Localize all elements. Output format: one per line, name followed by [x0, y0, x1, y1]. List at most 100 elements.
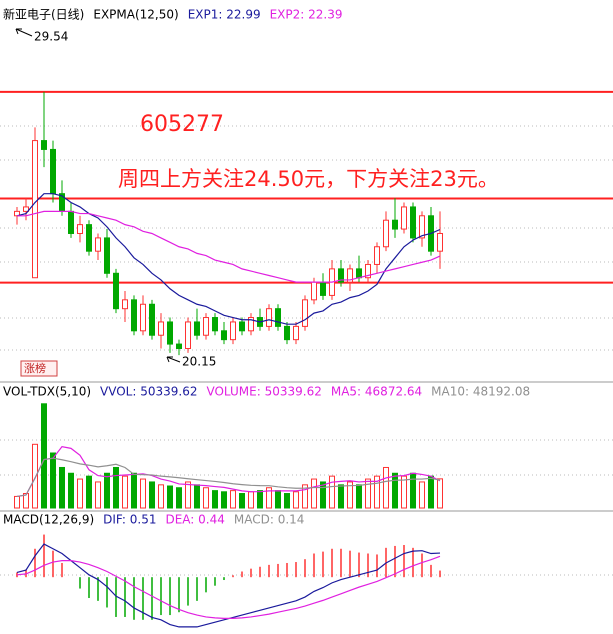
volume-bar	[392, 472, 398, 509]
volume-bar	[311, 478, 317, 509]
candle-body	[95, 237, 101, 252]
volume-bar	[86, 475, 92, 509]
candle-body	[338, 268, 344, 283]
candle-body	[131, 299, 137, 332]
candle-body	[311, 281, 317, 301]
series-line	[17, 210, 441, 283]
candle-body	[212, 317, 218, 332]
volume-bar	[77, 478, 83, 509]
candle-body	[86, 224, 92, 252]
high-label: 29.54	[34, 30, 68, 44]
volume-bar	[284, 493, 290, 509]
candle-body	[383, 219, 389, 248]
legend-entry: VOL-TDX(5,10)	[3, 385, 91, 399]
legend-entry: VOLUME: 50339.62	[206, 385, 321, 399]
legend-entry: MA10: 48192.08	[431, 385, 530, 399]
note: 周四上方关注24.50元，下方关注23元。	[118, 167, 499, 191]
volume-bar	[347, 481, 353, 509]
volume-bar	[338, 484, 344, 509]
candle-body	[122, 299, 128, 310]
volume-bar	[437, 478, 443, 509]
legend-entry: EXPMA(12,50)	[93, 8, 178, 22]
volume-bar	[428, 475, 434, 509]
candle-body	[221, 330, 227, 341]
legend-entry: DEA: 0.44	[165, 513, 224, 527]
volume-bar	[185, 481, 191, 509]
candle-body	[149, 303, 155, 336]
candle-body	[41, 140, 47, 150]
volume-bar	[302, 484, 308, 509]
volume-bar	[122, 475, 128, 509]
series-line	[16, 555, 441, 619]
legend-entry: EXP1: 22.99	[188, 8, 261, 22]
series-line	[16, 193, 441, 325]
arrow	[166, 356, 181, 363]
candle-body	[194, 321, 200, 336]
candle-body	[23, 206, 29, 212]
legend-entry: MACD(12,26,9)	[3, 513, 94, 527]
volume-bar	[383, 466, 389, 509]
volume-bar	[329, 475, 335, 509]
volume-bar	[95, 481, 101, 509]
arrow-head	[166, 356, 173, 363]
volume-bar	[257, 490, 263, 509]
volume-bar	[14, 495, 20, 509]
candle-body	[50, 148, 56, 195]
volume-bar	[320, 481, 326, 509]
candle-body	[140, 303, 146, 332]
legend-entry: DIF: 0.51	[103, 513, 156, 527]
candle-body	[230, 321, 236, 341]
candle-body	[239, 321, 245, 332]
legend-entry: VVOL: 50339.62	[100, 385, 197, 399]
candle-body	[176, 343, 182, 349]
volume-bar	[275, 490, 281, 509]
volume-bar	[68, 472, 74, 509]
volume-bar	[149, 481, 155, 509]
legend-entry: MA5: 46872.64	[331, 385, 422, 399]
candle-body	[158, 321, 164, 336]
candle-body	[266, 308, 272, 327]
candle-body	[347, 268, 353, 283]
candle-body	[410, 206, 416, 239]
volume-bar	[140, 478, 146, 509]
legend-entry: MACD: 0.14	[234, 513, 305, 527]
volume-bar	[41, 403, 47, 509]
stock-code: 605277	[140, 112, 224, 137]
volume-bar	[32, 443, 38, 509]
candle-body	[419, 215, 425, 239]
candle-body	[77, 224, 83, 234]
candle-body	[392, 219, 398, 230]
candle-body	[185, 321, 191, 349]
candle-body	[104, 237, 110, 274]
candle-body	[437, 232, 443, 252]
volume-bar	[59, 466, 65, 509]
candle-body	[401, 206, 407, 230]
candle-body	[275, 308, 281, 327]
candle-body	[167, 321, 173, 345]
legend-entry: EXP2: 22.39	[270, 8, 343, 22]
volume-bar	[176, 487, 182, 509]
volume-bar	[131, 472, 137, 509]
tag: 涨榜	[24, 361, 46, 375]
volume-bar	[104, 472, 110, 509]
volume-bar	[374, 475, 380, 509]
candle-body	[320, 281, 326, 296]
candle-body	[32, 140, 38, 279]
low-label: 20.15	[182, 355, 216, 369]
volume-bar	[113, 466, 119, 509]
volume-bar	[356, 484, 362, 509]
volume-bar	[365, 478, 371, 509]
candle-body	[356, 268, 362, 279]
volume-bar	[293, 491, 299, 509]
volume-bar	[212, 490, 218, 509]
volume-bar	[194, 484, 200, 509]
volume-bar	[239, 493, 245, 509]
tag-box	[20, 360, 58, 377]
volume-bar	[230, 490, 236, 509]
volume-bar	[248, 491, 254, 509]
candle-body	[203, 317, 209, 336]
volume-bar	[167, 485, 173, 509]
series-line	[16, 457, 441, 498]
